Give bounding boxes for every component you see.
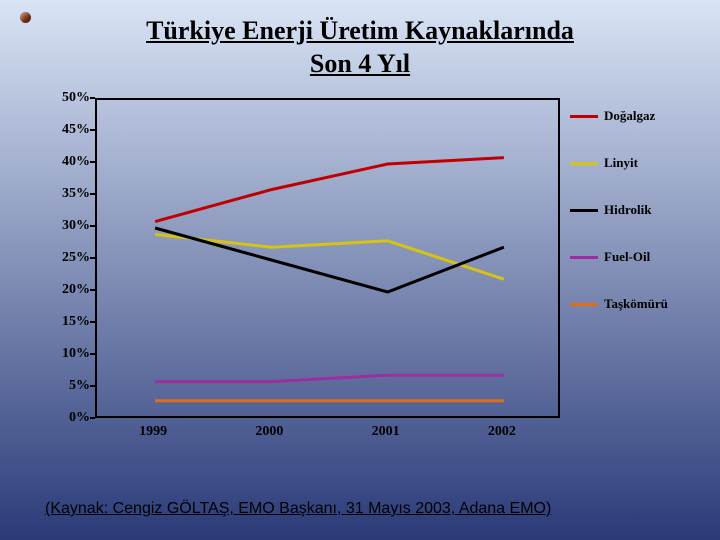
series-line [155, 375, 504, 381]
y-tick-label: 10% [40, 346, 90, 362]
x-tick-label: 1999 [139, 424, 167, 440]
legend-item: Fuel-Oil [570, 249, 680, 265]
legend-item: Hidrolik [570, 202, 680, 218]
legend-label: Fuel-Oil [604, 249, 650, 265]
y-tick-label: 20% [40, 282, 90, 298]
y-tick-mark [90, 353, 95, 355]
y-tick-mark [90, 257, 95, 259]
legend-label: Linyit [604, 155, 638, 171]
x-tick-label: 2000 [255, 424, 283, 440]
y-tick-label: 25% [40, 250, 90, 266]
title-line-2: Son 4 Yıl [310, 49, 410, 78]
y-tick-label: 35% [40, 186, 90, 202]
y-tick-mark [90, 161, 95, 163]
y-tick-mark [90, 129, 95, 131]
y-tick-mark [90, 97, 95, 99]
y-tick-mark [90, 225, 95, 227]
y-tick-label: 15% [40, 314, 90, 330]
y-tick-label: 5% [40, 378, 90, 394]
title-line-1: Türkiye Enerji Üretim Kaynaklarında [146, 16, 574, 45]
legend-label: Hidrolik [604, 202, 651, 218]
series-lines [97, 100, 562, 420]
legend-label: Doğalgaz [604, 108, 655, 124]
y-tick-label: 30% [40, 218, 90, 234]
y-tick-mark [90, 417, 95, 419]
y-tick-label: 0% [40, 410, 90, 426]
y-tick-label: 50% [40, 90, 90, 106]
legend-swatch [570, 162, 598, 165]
legend-label: Taşkömürü [604, 296, 668, 312]
series-line [155, 158, 504, 222]
y-tick-mark [90, 321, 95, 323]
x-tick-label: 2002 [488, 424, 516, 440]
slide: Türkiye Enerji Üretim Kaynaklarında Son … [0, 0, 720, 540]
x-tick-label: 2001 [372, 424, 400, 440]
legend-item: Taşkömürü [570, 296, 680, 312]
source-citation: (Kaynak: Cengiz GÖLTAŞ, EMO Başkanı, 31 … [45, 500, 551, 518]
legend-item: Linyit [570, 155, 680, 171]
legend-swatch [570, 303, 598, 306]
legend-item: Doğalgaz [570, 108, 680, 124]
legend: Doğalgaz Linyit Hidrolik Fuel-Oil Taşkömürü [570, 108, 680, 343]
legend-swatch [570, 209, 598, 212]
chart: DoğalgazLinyitHidrolikFuel-OilTaşkömürü … [40, 98, 680, 453]
legend-swatch [570, 256, 598, 259]
title-bullet-icon [20, 12, 31, 23]
y-tick-label: 45% [40, 122, 90, 138]
y-tick-label: 40% [40, 154, 90, 170]
legend-swatch [570, 115, 598, 118]
y-tick-mark [90, 193, 95, 195]
plot-area [95, 98, 560, 418]
y-tick-mark [90, 289, 95, 291]
series-line [155, 228, 504, 292]
y-tick-mark [90, 385, 95, 387]
slide-title: Türkiye Enerji Üretim Kaynaklarında Son … [30, 15, 690, 80]
